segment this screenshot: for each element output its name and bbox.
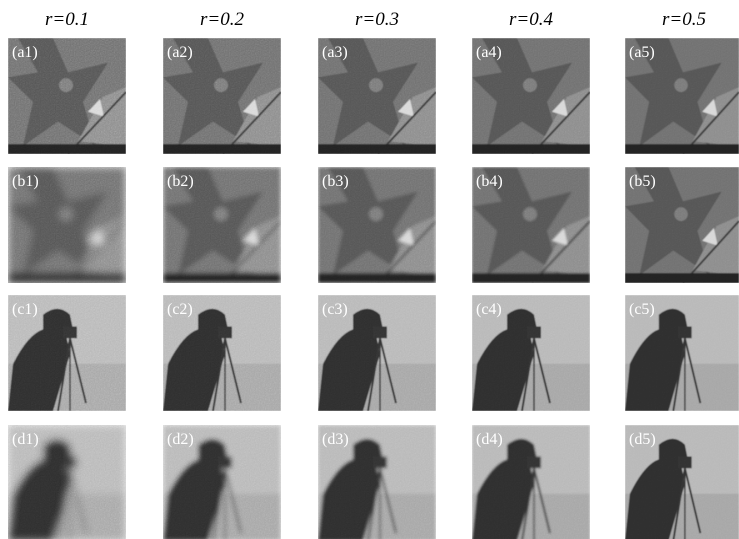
panel-label: (a2) [167,44,193,61]
panel-label: (b1) [12,173,39,190]
panel-label: (c5) [629,301,655,318]
panel-label: (a1) [12,44,38,61]
panel-label: (b2) [167,173,194,190]
panel-label: (a4) [476,44,502,61]
panel-label: (d4) [476,431,503,448]
panel-label: (b3) [322,173,349,190]
figure: r=0.1 r=0.2 r=0.3 r=0.4 r=0.5 (a1) (a2) (a3) (a4… [0,0,739,539]
panel-label: (a3) [322,44,348,61]
panel-label: (a5) [629,44,655,61]
column-header: r=0.5 [662,9,706,30]
panel-label: (c3) [322,301,348,318]
panel-label: (b5) [629,173,656,190]
panel-label: (d3) [322,431,349,448]
panel-label: (b4) [476,173,503,190]
column-header: r=0.1 [45,9,89,30]
panel-label: (d5) [629,431,656,448]
column-header: r=0.4 [509,9,553,30]
panel-label: (c2) [167,301,193,318]
panel-label: (c1) [12,301,38,318]
column-header: r=0.2 [200,9,244,30]
column-header: r=0.3 [355,9,399,30]
panel-label: (c4) [476,301,502,318]
panel-label: (d2) [167,431,194,448]
panel-label: (d1) [12,431,39,448]
